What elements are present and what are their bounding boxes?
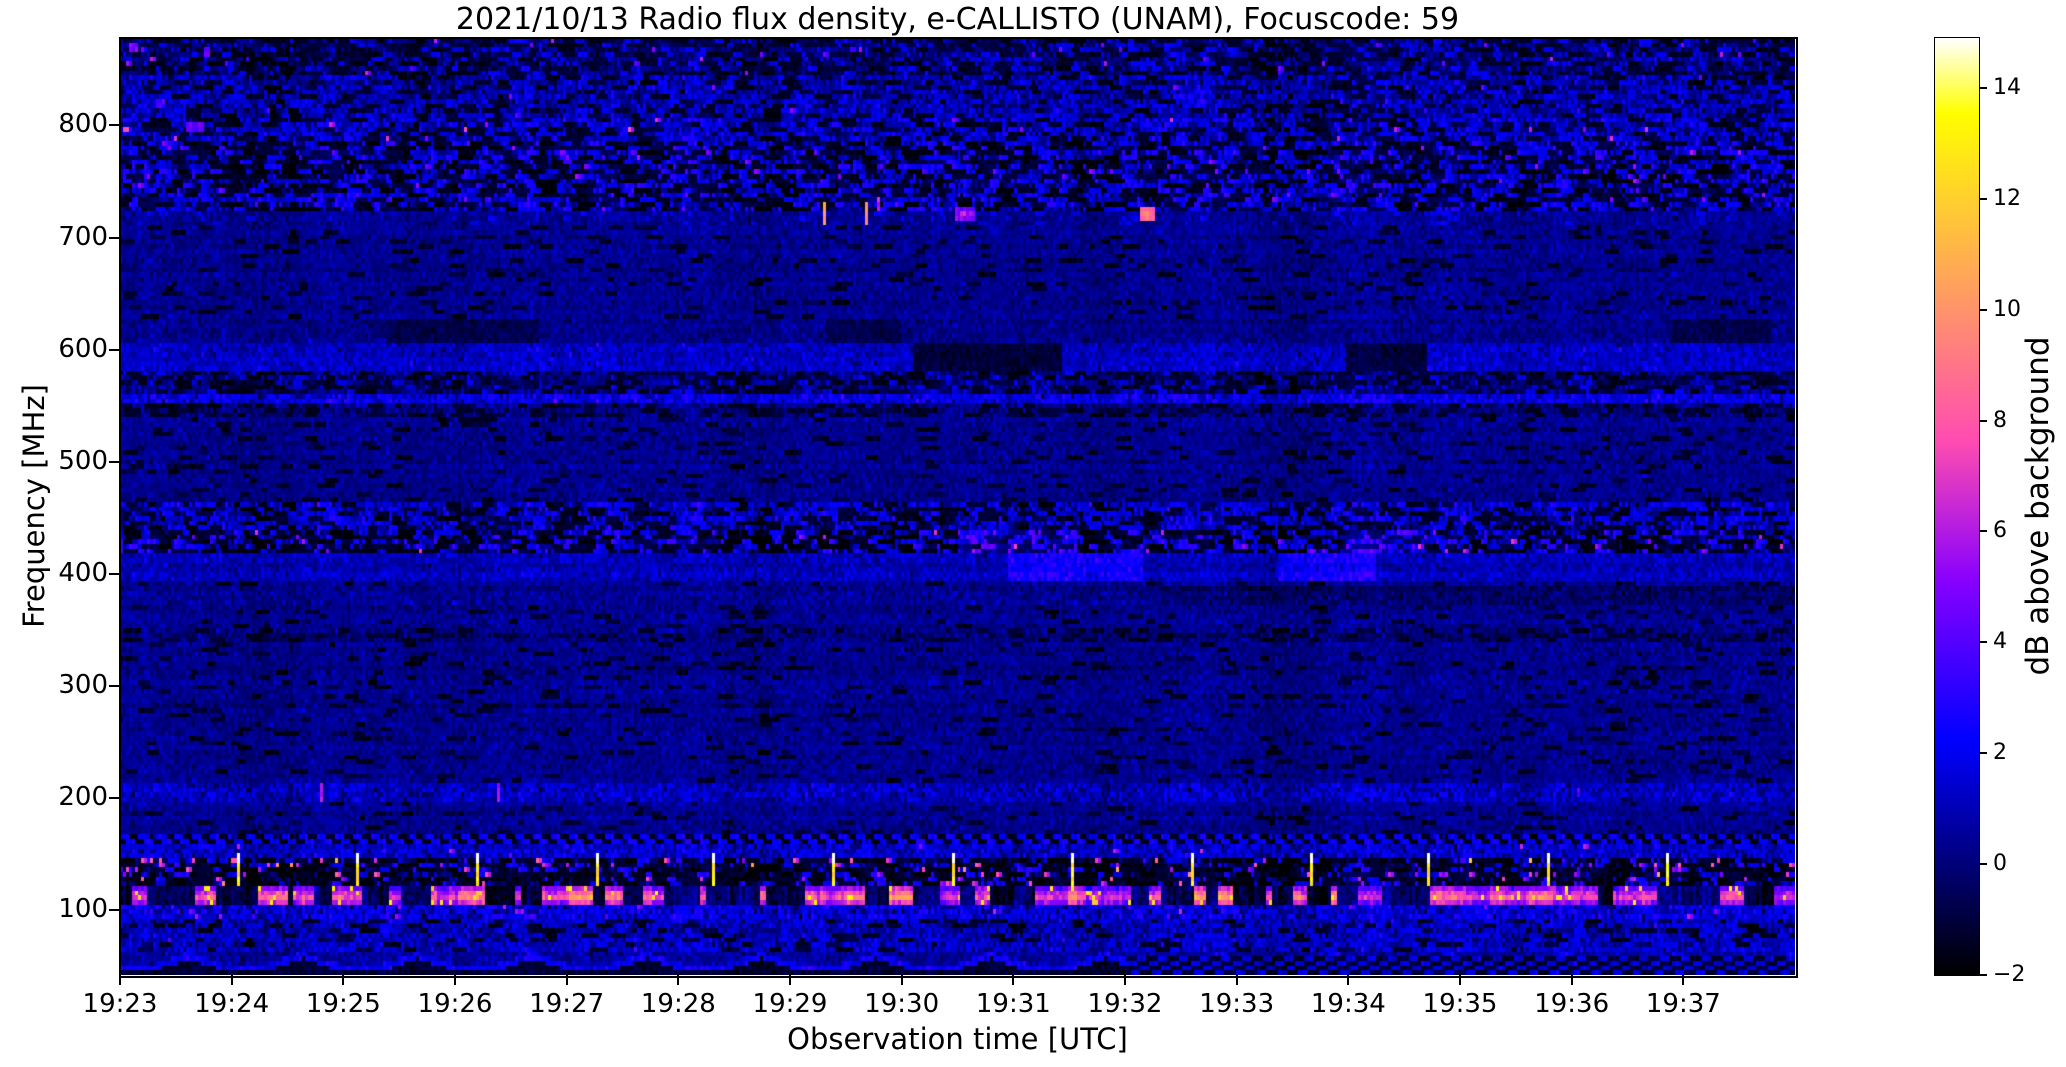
y-tick-label: 300 xyxy=(58,669,108,700)
x-tick-mark xyxy=(454,975,456,985)
x-tick-label: 19:36 xyxy=(1534,989,1610,1019)
x-tick-label: 19:29 xyxy=(752,989,828,1019)
spectrogram-canvas xyxy=(120,38,1795,975)
x-tick-mark xyxy=(789,975,791,985)
x-tick-mark xyxy=(119,975,121,985)
x-tick-mark xyxy=(1570,975,1573,985)
x-tick-mark xyxy=(677,975,680,985)
chart-title: 2021/10/13 Radio flux density, e-CALLIST… xyxy=(455,2,1460,37)
x-tick-label: 19:26 xyxy=(417,989,493,1019)
y-tick-label: 600 xyxy=(58,333,108,364)
x-tick-label: 19:24 xyxy=(194,989,270,1019)
x-tick-label: 19:28 xyxy=(640,989,716,1019)
y-axis-label: Frequency [MHz] xyxy=(17,384,51,628)
colorbar-tick-mark xyxy=(1979,86,1987,89)
colorbar-tick-label: 6 xyxy=(1993,518,2007,544)
colorbar-tick-mark xyxy=(1979,863,1987,866)
colorbar-tick-label: 2 xyxy=(1993,740,2007,766)
y-tick-mark xyxy=(109,796,119,799)
x-tick-mark xyxy=(1347,975,1350,985)
x-tick-label: 19:35 xyxy=(1422,989,1498,1019)
x-tick-label: 19:31 xyxy=(975,989,1051,1019)
y-tick-mark xyxy=(109,684,119,687)
colorbar-tick-mark xyxy=(1979,641,1987,644)
x-tick-mark xyxy=(900,975,903,985)
colorbar-tick-label: 12 xyxy=(1993,185,2021,211)
y-tick-mark xyxy=(109,348,119,351)
colorbar-tick-label: −2 xyxy=(1993,962,2026,987)
x-tick-mark xyxy=(1459,975,1461,985)
x-tick-label: 19:34 xyxy=(1310,989,1386,1019)
colorbar-tick-mark xyxy=(1979,974,1987,976)
colorbar-canvas xyxy=(1935,38,1979,975)
x-tick-label: 19:37 xyxy=(1645,989,1721,1019)
y-tick-label: 800 xyxy=(58,109,108,140)
x-tick-label: 19:23 xyxy=(82,989,158,1019)
x-tick-mark xyxy=(1012,975,1015,985)
x-tick-label: 19:27 xyxy=(529,989,605,1019)
colorbar-tick-label: 10 xyxy=(1993,296,2021,322)
colorbar-tick-label: 0 xyxy=(1993,851,2007,877)
y-tick-mark xyxy=(109,460,119,463)
colorbar-tick-label: 14 xyxy=(1993,74,2021,100)
y-tick-mark xyxy=(109,124,119,127)
y-tick-label: 700 xyxy=(58,221,108,252)
x-axis-label: Observation time [UTC] xyxy=(787,1022,1128,1056)
colorbar-tick-mark xyxy=(1979,530,1987,533)
colorbar-label: dB above background xyxy=(2020,336,2056,676)
y-tick-label: 100 xyxy=(58,893,108,924)
x-tick-mark xyxy=(1235,975,1238,985)
y-tick-label: 500 xyxy=(58,445,108,476)
x-tick-label: 19:33 xyxy=(1199,989,1275,1019)
x-tick-mark xyxy=(1682,975,1685,985)
colorbar-tick-mark xyxy=(1979,197,1987,200)
y-tick-mark xyxy=(109,572,119,575)
y-tick-mark xyxy=(109,908,119,911)
colorbar-tick-label: 4 xyxy=(1993,629,2007,655)
x-tick-label: 19:32 xyxy=(1087,989,1163,1019)
colorbar-tick-mark xyxy=(1979,752,1987,755)
colorbar-tick-mark xyxy=(1979,419,1987,422)
x-tick-mark xyxy=(342,975,345,985)
y-tick-label: 400 xyxy=(58,557,108,588)
x-tick-mark xyxy=(565,975,568,985)
x-tick-label: 19:30 xyxy=(864,989,940,1019)
x-tick-label: 19:25 xyxy=(305,989,381,1019)
colorbar-tick-mark xyxy=(1979,308,1987,311)
colorbar-tick-label: 8 xyxy=(1993,407,2007,433)
x-tick-mark xyxy=(230,975,233,985)
x-tick-mark xyxy=(1124,975,1126,985)
y-tick-label: 200 xyxy=(58,781,108,812)
y-tick-mark xyxy=(109,236,119,239)
